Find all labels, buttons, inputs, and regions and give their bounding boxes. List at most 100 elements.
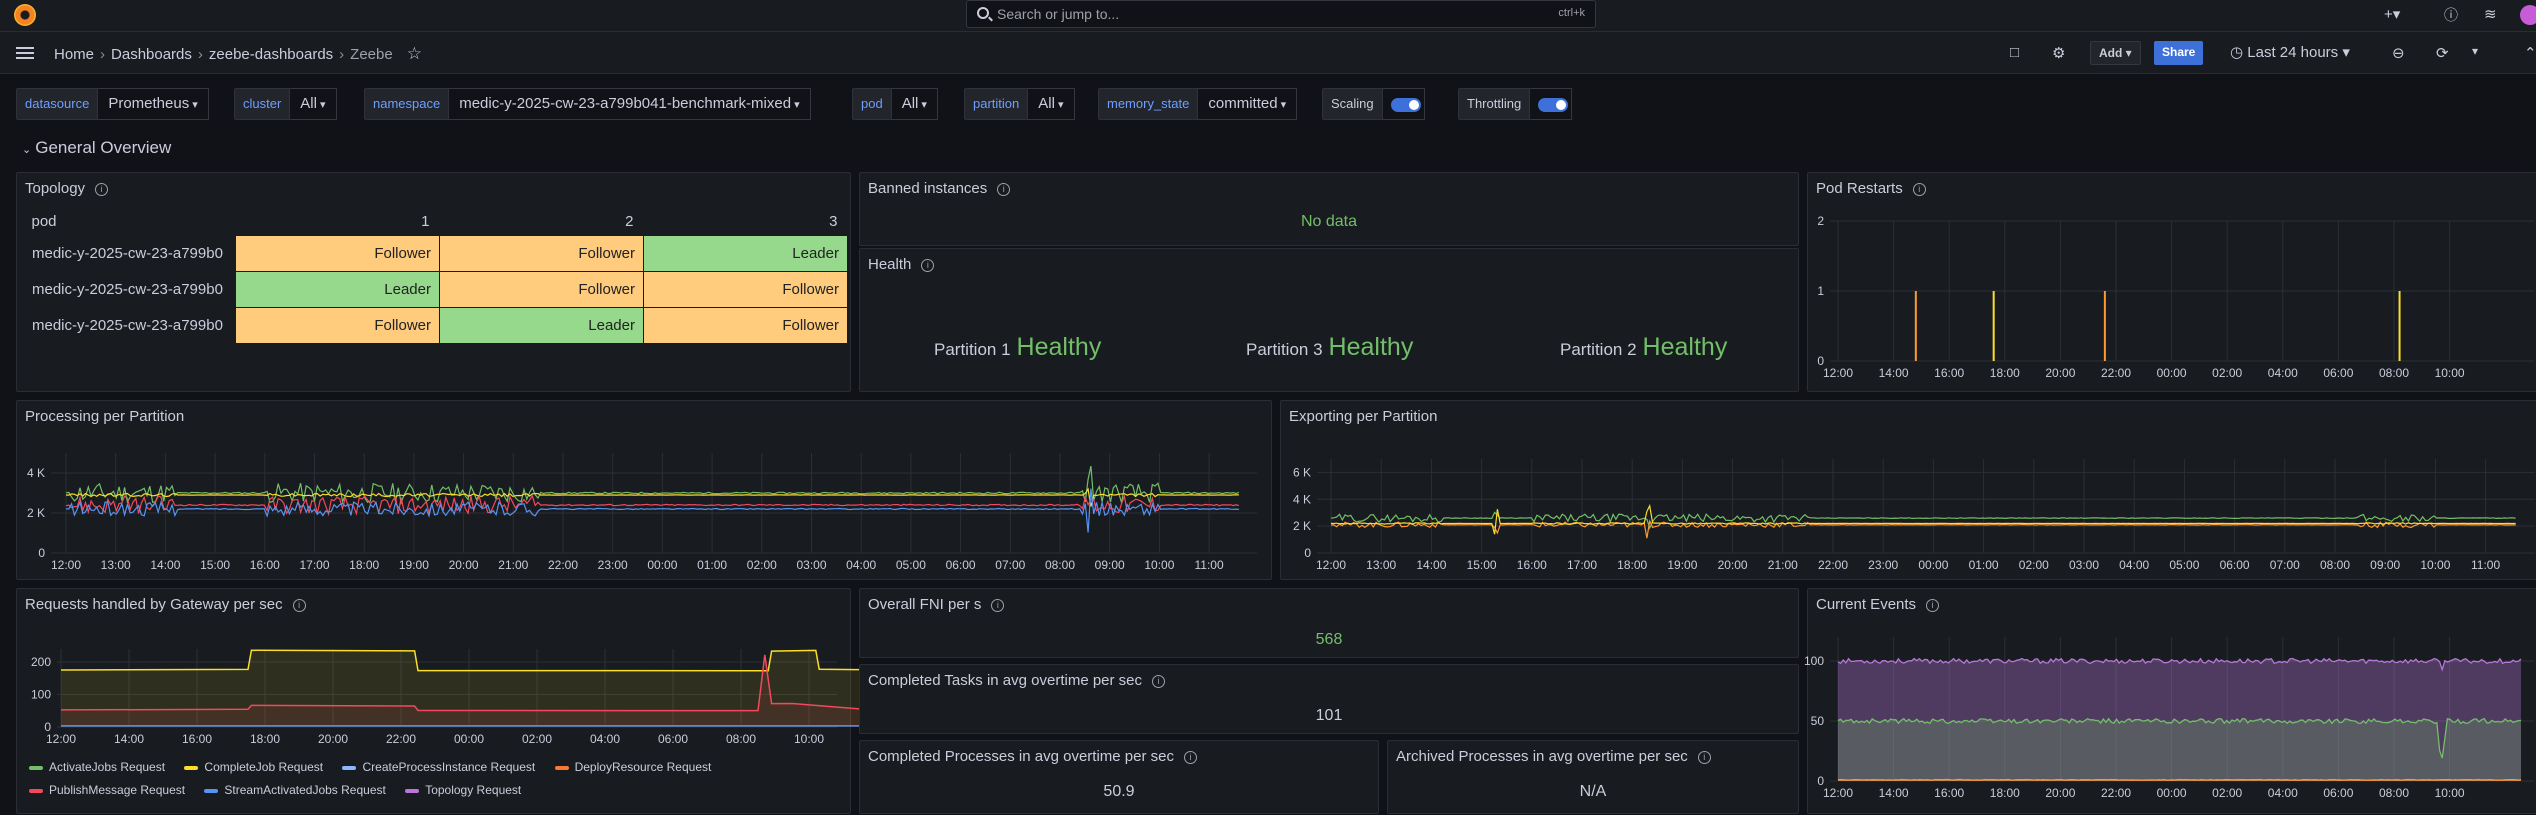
throttling-toggle[interactable] <box>1530 88 1573 120</box>
y-tick-label: 0 <box>1304 546 1311 560</box>
x-tick-label: 04:00 <box>2119 558 2149 572</box>
zoom-out-icon[interactable]: ⊖ <box>2392 45 2405 62</box>
menu-icon[interactable] <box>16 47 34 59</box>
x-tick-label: 00:00 <box>647 558 677 572</box>
info-icon[interactable]: i <box>95 182 109 196</box>
x-tick-label: 06:00 <box>2323 786 2353 800</box>
info-icon[interactable]: i <box>991 598 1005 612</box>
legend-item[interactable]: ActivateJobs Request <box>29 760 165 774</box>
panel-title: Health i <box>868 256 935 273</box>
exporting-panel: Exporting per Partition 0 2 K 4 K 6 K 12:00 1… <box>1280 400 2536 580</box>
x-tick-label: 03:00 <box>2069 558 2099 572</box>
exporting-chart[interactable]: 0 2 K 4 K 6 K 12:00 13:00 14:00 15:00 16:00 17:00… <box>1281 401 2536 581</box>
variable-throttling[interactable]: Throttling <box>1458 88 1573 120</box>
role-cell: Follower <box>643 270 848 308</box>
y-tick-label: 100 <box>1804 654 1824 668</box>
x-tick-label: 08:00 <box>1045 558 1075 572</box>
gateway-chart[interactable]: 0 100 200 12:00 14:00 16:00 18:00 20:00 22:00 00:… <box>17 589 871 749</box>
info-icon[interactable]: i <box>921 258 935 272</box>
refresh-interval-chevron-icon[interactable]: ▾ <box>2472 44 2479 58</box>
y-tick-label: 0 <box>44 720 51 734</box>
variable-memory-state[interactable]: memory_state committed <box>1098 88 1298 120</box>
current-events-chart[interactable]: 0 50 100 12:00 14:00 16:00 18:00 20:00 22:00 00:0… <box>1804 589 2536 815</box>
column-header-1[interactable]: 1 <box>421 213 430 231</box>
info-icon[interactable]: i <box>1926 598 1940 612</box>
y-tick-label: 2 K <box>1293 519 1311 533</box>
legend-item[interactable]: CompleteJob Request <box>184 760 323 774</box>
legend-item[interactable]: PublishMessage Request <box>29 783 185 797</box>
variable-datasource[interactable]: datasource Prometheus <box>16 88 209 120</box>
table-row: medic-y-2025-cw-23-a799b0 Follower Leade… <box>25 306 848 344</box>
series-line <box>60 654 871 712</box>
variable-partition[interactable]: partition All <box>964 88 1075 120</box>
news-feed-icon[interactable]: ≋ <box>2484 6 2497 23</box>
column-header-pod[interactable]: pod <box>31 213 57 231</box>
scaling-toggle[interactable] <box>1382 88 1425 120</box>
search-input[interactable]: Search or jump to... ctrl+k <box>966 0 1596 28</box>
info-icon[interactable]: i <box>1152 674 1166 688</box>
plus-icon[interactable]: +▾ <box>2384 6 2401 23</box>
series-line <box>1837 717 2522 759</box>
topology-table: pod 1 2 3 medic-y-2025-cw-23-a799b0 Foll… <box>25 209 848 344</box>
help-icon[interactable]: ⓘ <box>2444 7 2458 23</box>
y-tick-label: 200 <box>31 655 51 669</box>
x-tick-label: 23:00 <box>1868 558 1898 572</box>
column-header-2[interactable]: 2 <box>625 213 634 231</box>
variable-scaling[interactable]: Scaling <box>1322 88 1425 120</box>
variable-namespace[interactable]: namespace medic-y-2025-cw-23-a799b041-ben… <box>364 88 811 120</box>
x-tick-label: 12:00 <box>46 732 76 746</box>
x-tick-label: 13:00 <box>1366 558 1396 572</box>
table-row: medic-y-2025-cw-23-a799b0 Leader Followe… <box>25 270 848 308</box>
breadcrumb-dashboards[interactable]: Dashboards <box>111 46 192 63</box>
breadcrumb-home[interactable]: Home <box>54 46 95 63</box>
breadcrumb-folder[interactable]: zeebe-dashboards <box>208 46 334 63</box>
info-icon[interactable]: i <box>1183 750 1197 764</box>
gear-icon[interactable]: ⚙ <box>2052 45 2066 62</box>
grafana-logo-icon[interactable] <box>14 4 36 26</box>
legend-item[interactable]: Topology Request <box>405 783 521 797</box>
info-icon[interactable]: i <box>292 598 306 612</box>
x-tick-label: 10:00 <box>2420 558 2450 572</box>
pod-restarts-chart[interactable]: 0 1 2 12:00 14:00 16:00 18:00 20:00 22:00 00:00 02… <box>1808 173 2536 393</box>
x-tick-label: 16:00 <box>1934 366 1964 380</box>
series-line <box>1837 778 2522 781</box>
breadcrumb-current: Zeebe <box>350 46 393 63</box>
x-tick-label: 16:00 <box>1517 558 1547 572</box>
series-line <box>1837 657 2522 672</box>
legend-item[interactable]: DeployResource Request <box>554 760 711 774</box>
y-tick-label: 4 K <box>1293 492 1311 506</box>
x-tick-label: 21:00 <box>1768 558 1798 572</box>
save-icon[interactable]: □ <box>2010 44 2020 61</box>
legend-item[interactable]: CreateProcessInstance Request <box>342 760 535 774</box>
processing-chart[interactable]: 0 2 K 4 K 12:00 13:00 14:00 15:00 16:00 17:00 18:… <box>17 401 1273 581</box>
share-button[interactable]: Share <box>2154 41 2204 65</box>
processing-panel: Processing per Partition 0 2 K 4 K 12:00 13:… <box>16 400 1272 580</box>
x-tick-label: 02:00 <box>2212 786 2242 800</box>
star-icon[interactable]: ☆ <box>406 44 422 63</box>
variable-pod[interactable]: pod All <box>852 88 938 120</box>
x-tick-label: 14:00 <box>1879 786 1909 800</box>
role-cell: Follower <box>439 234 644 272</box>
clock-icon: ◷ <box>2230 44 2244 61</box>
role-cell: Leader <box>439 306 644 344</box>
panel-title: Pod Restarts i <box>1816 180 1926 197</box>
avatar[interactable] <box>2520 5 2536 25</box>
x-tick-label: 23:00 <box>598 558 628 572</box>
series-line <box>1330 511 2516 530</box>
series-area <box>1838 718 2521 781</box>
add-button[interactable]: Add ▾ <box>2090 41 2141 65</box>
legend-item[interactable]: StreamActivatedJobs Request <box>204 783 386 797</box>
variable-cluster[interactable]: cluster All <box>234 88 337 120</box>
row-general-overview[interactable]: ⌄ General Overview <box>22 138 172 157</box>
column-header-3[interactable]: 3 <box>829 213 838 231</box>
refresh-icon[interactable]: ⟳ <box>2436 45 2449 62</box>
collapse-icon[interactable]: ⌃ <box>2524 45 2536 62</box>
x-tick-label: 13:00 <box>101 558 131 572</box>
role-cell: Leader <box>235 270 440 308</box>
time-range-picker[interactable]: ◷ Last 24 hours ▾ <box>2230 44 2350 61</box>
panel-title: Exporting per Partition <box>1289 408 1438 425</box>
info-icon[interactable]: i <box>1912 182 1926 196</box>
info-icon[interactable]: i <box>1697 750 1711 764</box>
info-icon[interactable]: i <box>997 182 1011 196</box>
